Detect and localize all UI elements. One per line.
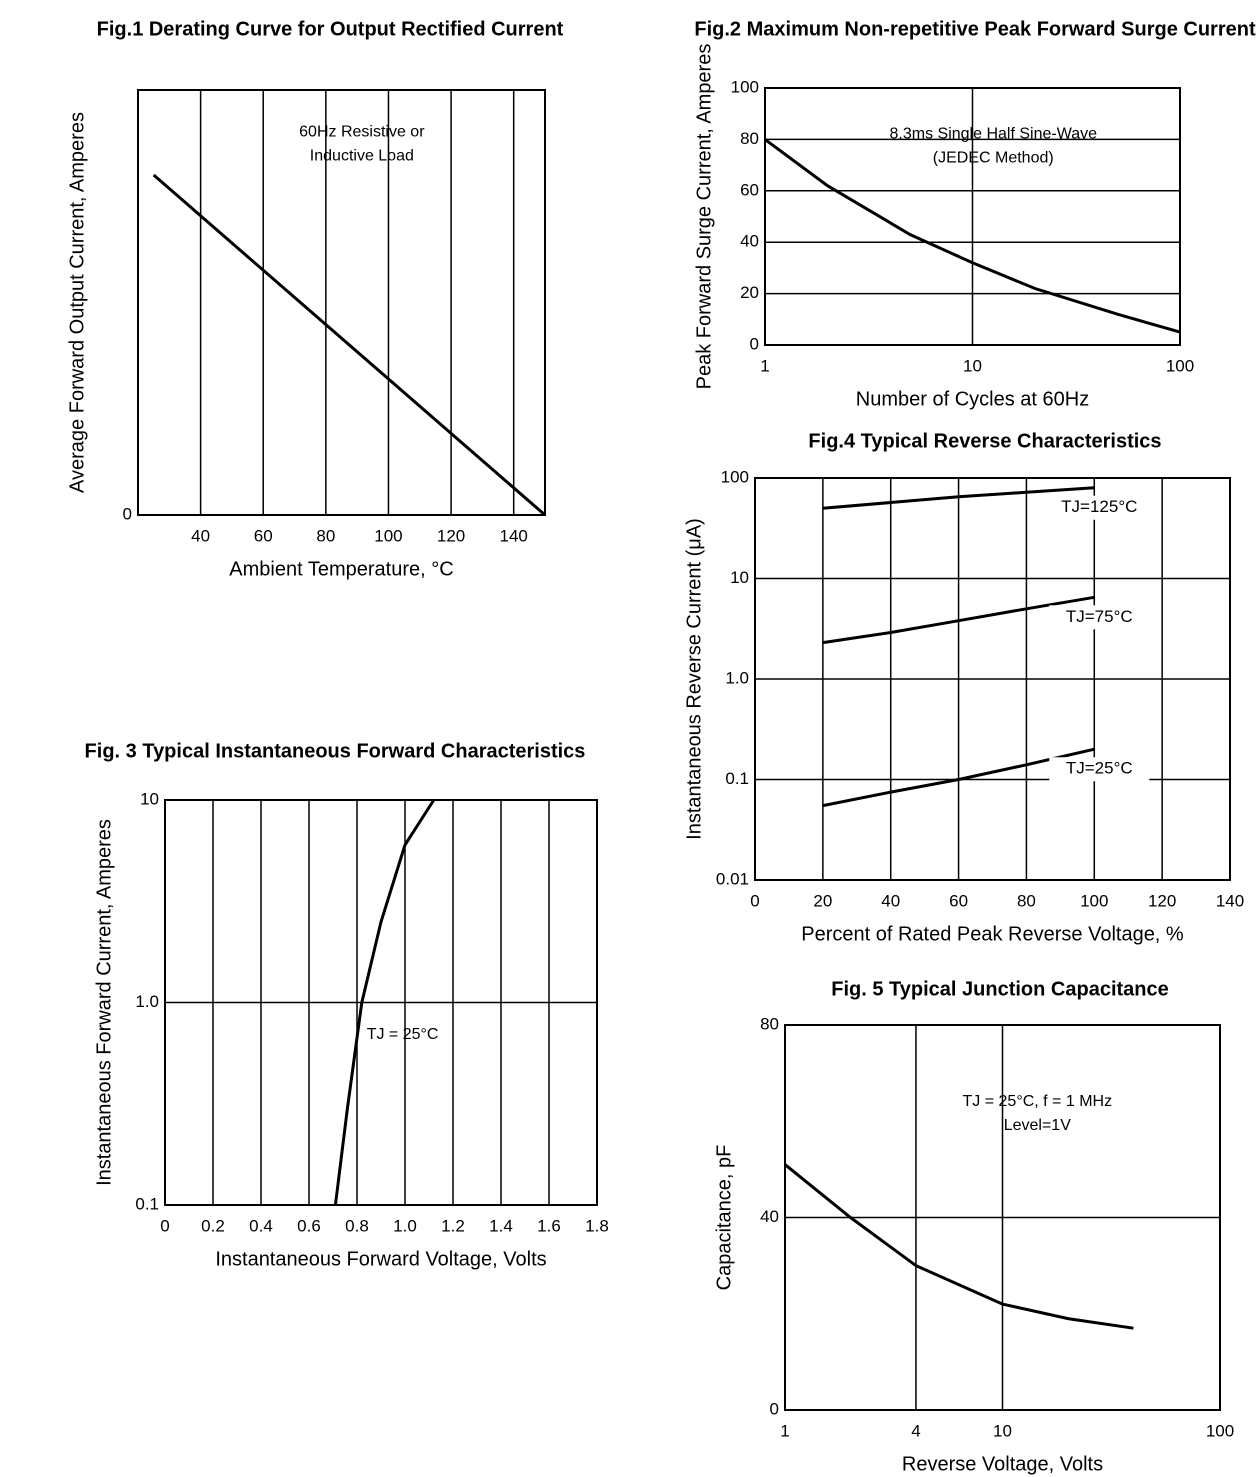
x-tick-label: 0 [750, 891, 759, 910]
x-tick-label: 60 [949, 891, 968, 910]
series-label: TJ=75°C [1066, 607, 1133, 626]
x-tick-label: 10 [993, 1421, 1012, 1440]
x-tick-label: 1.6 [537, 1216, 561, 1235]
x-tick-label: 40 [881, 891, 900, 910]
data-line [333, 799, 436, 1206]
x-tick-label: 100 [1166, 356, 1194, 375]
x-tick-label: 140 [500, 526, 528, 545]
x-tick-label: 20 [813, 891, 832, 910]
data-line [822, 486, 1095, 510]
y-tick-label: 10 [730, 568, 749, 587]
x-tick-label: 100 [1080, 891, 1108, 910]
y-axis-label: Instantaneous Reverse Current (μA) [683, 518, 705, 840]
x-tick-label: 1.4 [489, 1216, 513, 1235]
x-tick-label: 100 [374, 526, 402, 545]
y-tick-label: 60 [740, 180, 759, 199]
annotation: 8.3ms Single Half Sine-Wave [890, 125, 1098, 142]
y-tick-label: 40 [760, 1207, 779, 1226]
y-tick-label: 0 [750, 334, 759, 353]
x-tick-label: 0 [160, 1216, 169, 1235]
y-tick-label: 1.0 [725, 668, 749, 687]
y-tick-label: 20 [740, 283, 759, 302]
x-axis-label: Instantaneous Forward Voltage, Volts [215, 1248, 546, 1270]
x-tick-label: 0.4 [249, 1216, 273, 1235]
x-axis-label: Percent of Rated Peak Reverse Voltage, % [801, 923, 1184, 945]
annotation: (JEDEC Method) [933, 149, 1054, 166]
y-axis-label: Instantaneous Forward Current, Amperes [93, 819, 115, 1186]
x-tick-label: 0.6 [297, 1216, 321, 1235]
x-axis-label: Number of Cycles at 60Hz [856, 388, 1089, 410]
x-tick-label: 140 [1216, 891, 1244, 910]
chart-title: Fig. 5 Typical Junction Capacitance [831, 978, 1169, 1000]
y-tick-label: 1.0 [135, 992, 159, 1011]
annotation: Level=1V [1004, 1117, 1071, 1134]
x-tick-label: 1.2 [441, 1216, 465, 1235]
y-tick-label: 0 [123, 504, 132, 523]
chart-title: Fig.4 Typical Reverse Characteristics [808, 430, 1161, 452]
chart-title: Fig.1 Derating Curve for Output Rectifie… [97, 18, 564, 40]
x-tick-label: 60 [254, 526, 273, 545]
series-label-box [1049, 495, 1150, 520]
x-tick-label: 0.8 [345, 1216, 369, 1235]
chart-title: Fig. 3 Typical Instantaneous Forward Cha… [85, 740, 586, 762]
annotation: TJ = 25°C [367, 1026, 439, 1043]
x-tick-label: 10 [963, 356, 982, 375]
x-tick-label: 4 [911, 1421, 920, 1440]
series-label: TJ=25°C [1066, 759, 1133, 778]
data-line [764, 138, 1181, 334]
x-tick-label: 40 [191, 526, 210, 545]
x-tick-label: 1.8 [585, 1216, 609, 1235]
chart-title: Fig.2 Maximum Non-repetitive Peak Forwar… [694, 18, 1256, 40]
series-label: TJ=125°C [1061, 497, 1137, 516]
annotation: Inductive Load [310, 148, 414, 165]
data-line [784, 1163, 1134, 1330]
y-tick-label: 10 [140, 789, 159, 808]
x-tick-label: 80 [316, 526, 335, 545]
x-axis-label: Ambient Temperature, °C [229, 558, 453, 580]
y-tick-label: 100 [721, 467, 749, 486]
y-tick-label: 80 [740, 129, 759, 148]
x-axis-label: Reverse Voltage, Volts [902, 1453, 1103, 1475]
y-tick-label: 0 [770, 1399, 779, 1418]
y-tick-label: 100 [731, 77, 759, 96]
y-tick-label: 0.01 [716, 869, 749, 888]
x-tick-label: 80 [1017, 891, 1036, 910]
y-axis-label: Average Forward Output Current, Amperes [66, 112, 88, 493]
x-tick-label: 1.0 [393, 1216, 417, 1235]
data-line [822, 747, 1095, 808]
series-label-box [1049, 605, 1150, 630]
y-axis-label: Capacitance, pF [713, 1145, 735, 1291]
x-tick-label: 0.2 [201, 1216, 225, 1235]
y-axis-label: Peak Forward Surge Current, Amperes [693, 44, 715, 390]
x-tick-label: 100 [1206, 1421, 1234, 1440]
series-label-box [1049, 757, 1150, 782]
y-tick-label: 0.1 [135, 1194, 159, 1213]
data-line [822, 595, 1095, 645]
x-tick-label: 120 [437, 526, 465, 545]
annotation: TJ = 25°C, f = 1 MHz [963, 1093, 1113, 1110]
y-tick-label: 0.1 [725, 769, 749, 788]
annotation: 60Hz Resistive or [299, 124, 425, 141]
data-line [152, 173, 546, 517]
y-tick-label: 40 [740, 232, 759, 251]
x-tick-label: 120 [1148, 891, 1176, 910]
y-tick-label: 80 [760, 1014, 779, 1033]
x-tick-label: 1 [760, 356, 769, 375]
x-tick-label: 1 [780, 1421, 789, 1440]
